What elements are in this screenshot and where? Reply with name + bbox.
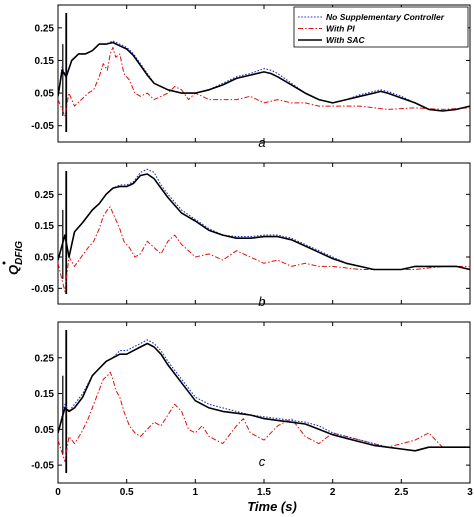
y-tick-label: 0.05 [35, 253, 55, 264]
legend-box [293, 6, 469, 48]
y-tick-label: 0.15 [35, 389, 55, 400]
y-tick-label: 0.05 [35, 89, 55, 100]
x-tick-label: 1 [193, 487, 199, 498]
y-axis-label-main: Q [6, 265, 21, 275]
legend-label: No Supplementary Controller [326, 12, 445, 22]
x-tick-label: 2 [330, 487, 336, 498]
plot-frame [57, 162, 471, 305]
x-tick-label: 3 [467, 487, 473, 498]
x-axis-label: Time (s) [247, 499, 297, 514]
series-line-no-supp [58, 339, 470, 452]
panels: -0.05 0.05 0.15 0.25 a No Supplementary Contr… [31, 4, 473, 498]
y-tick-label: 0.15 [35, 56, 55, 67]
x-tick-label: 2.5 [394, 487, 408, 498]
panel-a: -0.05 0.05 0.15 0.25 a No Supplementary Contr… [31, 4, 471, 150]
panel-b: -0.05 0.05 0.15 0.25 b [31, 162, 471, 309]
panel-label: c [259, 454, 266, 469]
y-tick-label: -0.05 [31, 284, 54, 295]
x-tick-label: 1.5 [257, 487, 271, 498]
series-line-with-sac [58, 41, 470, 112]
y-tick-label: -0.05 [31, 121, 54, 132]
series-line-with-sac [58, 173, 470, 271]
y-tick-label: 0.25 [35, 353, 55, 364]
x-tick-label: 0 [55, 487, 61, 498]
svg-text:QDFIG: QDFIG [6, 241, 25, 275]
y-axis-label-sub: DFIG [14, 241, 25, 265]
legend-label: With SAC [326, 35, 366, 45]
series-line-no-supp [58, 168, 470, 271]
series-line-with-pi [58, 46, 470, 117]
q-dot-accent [2, 261, 6, 265]
y-tick-label: 0.05 [35, 425, 55, 436]
y-tick-label: 0.15 [35, 221, 55, 232]
y-axis-label: QDFIG [6, 241, 25, 275]
y-tick-label: -0.05 [31, 461, 54, 472]
series-line-with-pi [58, 371, 470, 462]
panel-label: a [258, 135, 265, 150]
y-tick-label: 0.25 [35, 23, 55, 34]
series-line-with-pi [58, 206, 470, 292]
legend-label: With PI [326, 24, 355, 34]
panel-c: -0.05 0.05 0.15 0.25 0 0.5 1 1.5 2 2.5 3 c [31, 321, 473, 498]
y-tick-label: 0.25 [35, 190, 55, 201]
x-tick-label: 0.5 [120, 487, 134, 498]
series-line-with-sac [58, 342, 470, 452]
panel-label: b [258, 294, 265, 309]
